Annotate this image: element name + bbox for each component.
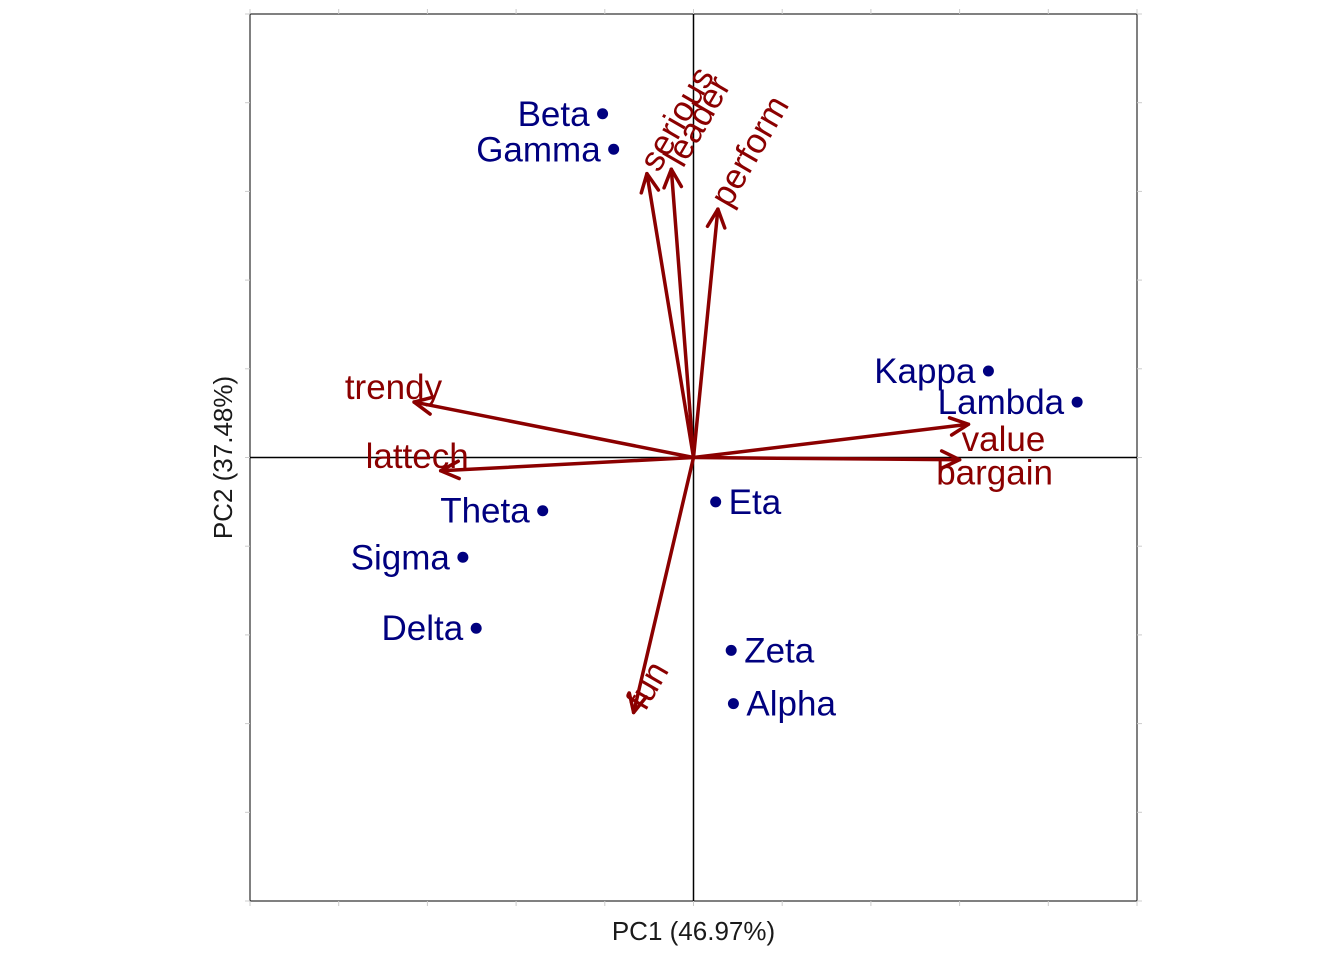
observation-point xyxy=(1071,396,1083,408)
variable-label-lattech: lattech xyxy=(366,437,469,476)
arrow-head xyxy=(438,459,461,481)
variable-arrow-perform: perform xyxy=(691,89,797,460)
observation-label-Theta: Theta xyxy=(440,492,530,531)
observation-Sigma: Sigma xyxy=(351,538,469,577)
arrow-shaft xyxy=(631,455,696,715)
arrow-head xyxy=(705,207,727,230)
observation-point xyxy=(597,108,609,120)
variable-arrow-lattech: lattech xyxy=(366,437,696,481)
observation-Kappa: Kappa xyxy=(874,352,994,391)
variable-label-trendy: trendy xyxy=(345,368,443,407)
arrow-shaft xyxy=(691,207,720,460)
observation-label-Kappa: Kappa xyxy=(874,352,976,391)
arrow-shaft xyxy=(438,455,696,473)
y-axis-title: PC2 (37.48%) xyxy=(208,376,238,539)
observation-Gamma: Gamma xyxy=(476,130,620,169)
arrow-shaft xyxy=(669,167,696,460)
arrow-head xyxy=(662,167,684,190)
observation-point xyxy=(457,551,469,563)
arrow-shaft xyxy=(412,400,696,460)
variable-arrow-value: value xyxy=(691,416,1046,460)
variable-label-bargain: bargain xyxy=(936,454,1053,493)
observation-point xyxy=(727,698,739,710)
observation-Eta: Eta xyxy=(710,483,782,522)
observation-point xyxy=(608,143,620,155)
observation-point xyxy=(725,644,737,656)
observation-label-Beta: Beta xyxy=(518,95,591,134)
observation-point xyxy=(470,622,482,634)
observation-label-Zeta: Zeta xyxy=(744,631,815,670)
observation-point xyxy=(710,496,722,508)
arrow-shaft xyxy=(691,455,962,462)
observation-label-Delta: Delta xyxy=(381,609,463,648)
axis-ticks xyxy=(245,9,1142,906)
arrow-shaft xyxy=(645,171,696,460)
observation-point xyxy=(537,505,549,517)
observation-Lambda: Lambda xyxy=(938,383,1083,422)
arrow-head xyxy=(947,416,971,437)
observation-label-Sigma: Sigma xyxy=(351,538,451,577)
variable-arrow-fun: fun xyxy=(618,455,696,717)
observation-point xyxy=(982,365,994,377)
variable-label-value: value xyxy=(962,420,1046,459)
observation-label-Gamma: Gamma xyxy=(476,130,601,169)
arrow-shaft xyxy=(691,422,971,460)
variable-arrow-bargain: bargain xyxy=(691,449,1053,493)
observation-label-Eta: Eta xyxy=(729,483,782,522)
x-axis-title: PC1 (46.97%) xyxy=(612,916,775,946)
observation-Beta: Beta xyxy=(518,95,609,134)
arrow-head xyxy=(639,171,661,195)
variable-arrow-trendy: trendy xyxy=(345,368,696,460)
variable-label-fun: fun xyxy=(618,655,676,717)
observation-Delta: Delta xyxy=(381,609,482,648)
observation-label-Lambda: Lambda xyxy=(938,383,1065,422)
arrow-head xyxy=(627,691,648,715)
observation-Alpha: Alpha xyxy=(727,685,836,724)
observation-label-Alpha: Alpha xyxy=(746,685,836,724)
arrow-head xyxy=(412,395,436,416)
arrow-head xyxy=(939,449,962,470)
observation-Zeta: Zeta xyxy=(725,631,815,670)
observation-Theta: Theta xyxy=(440,492,549,531)
